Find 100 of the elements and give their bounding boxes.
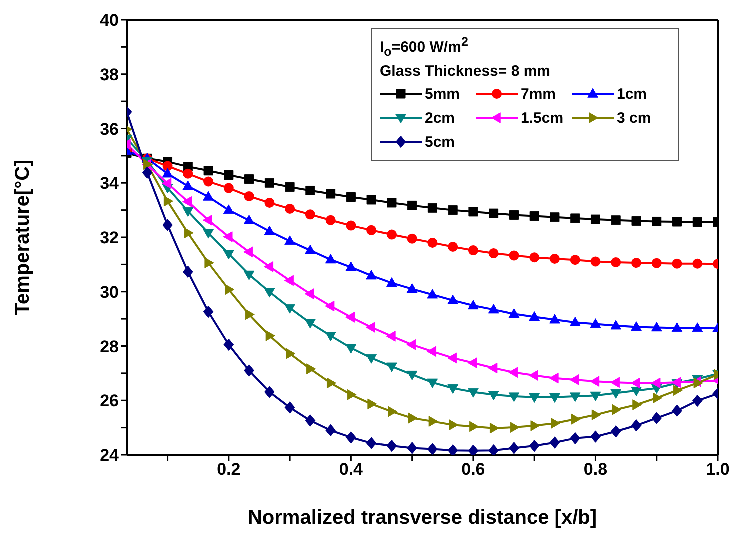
point <box>284 304 296 314</box>
point <box>346 262 357 272</box>
point <box>631 420 642 432</box>
point <box>284 402 296 414</box>
point <box>266 330 276 342</box>
point <box>427 443 438 455</box>
y-tick-label: 40 <box>100 11 119 30</box>
point <box>489 208 499 218</box>
point <box>570 392 581 402</box>
point <box>427 346 437 358</box>
point <box>245 309 255 320</box>
point <box>692 322 704 332</box>
point <box>182 266 194 278</box>
point <box>468 358 478 369</box>
point <box>448 444 458 455</box>
point <box>428 416 438 427</box>
x-tick-label: 1.0 <box>706 460 730 480</box>
point <box>204 166 214 176</box>
point <box>447 352 457 364</box>
point <box>570 432 581 445</box>
point <box>427 378 438 388</box>
point <box>610 426 622 438</box>
point <box>468 246 478 256</box>
point <box>203 191 214 201</box>
y-tick-label: 32 <box>100 228 119 248</box>
y-tick-label: 36 <box>100 120 119 139</box>
point <box>202 214 212 226</box>
point <box>510 422 520 433</box>
point <box>550 394 560 404</box>
point <box>285 204 296 214</box>
point <box>285 182 295 192</box>
point <box>570 374 580 386</box>
legend-label: 5mm <box>425 86 460 102</box>
point <box>490 422 500 434</box>
point <box>630 378 640 389</box>
point <box>590 214 600 224</box>
point <box>366 322 376 333</box>
point <box>530 212 540 222</box>
point <box>590 256 601 267</box>
y-tick-label: 34 <box>100 174 120 194</box>
point <box>672 217 682 227</box>
point <box>468 388 479 398</box>
point <box>611 216 621 226</box>
point <box>183 168 194 179</box>
point <box>366 225 377 236</box>
point <box>652 258 662 268</box>
point <box>692 258 703 269</box>
point <box>549 372 559 384</box>
point <box>306 186 316 196</box>
legend-label: 7mm <box>521 86 556 102</box>
point <box>590 430 601 443</box>
point <box>488 248 499 259</box>
y-axis-title: Temperature[°C] <box>12 160 34 316</box>
point <box>225 284 235 296</box>
point <box>326 424 336 437</box>
point <box>509 442 520 454</box>
point <box>306 364 316 375</box>
point <box>651 322 662 332</box>
point <box>204 258 214 268</box>
point <box>325 332 336 342</box>
point <box>508 308 520 318</box>
legend-label: 1cm <box>617 86 648 102</box>
point <box>325 254 336 264</box>
point <box>386 362 398 372</box>
point <box>366 354 377 364</box>
point <box>224 183 234 194</box>
point <box>672 322 683 332</box>
point <box>162 161 173 172</box>
point <box>326 378 336 389</box>
point <box>204 176 214 187</box>
point <box>326 189 336 199</box>
point <box>590 392 602 402</box>
point <box>529 312 540 322</box>
y-tick-label: 28 <box>100 337 119 356</box>
point <box>223 232 233 242</box>
x-tick-label: 0.6 <box>462 460 486 480</box>
point <box>488 444 500 455</box>
point <box>448 242 458 252</box>
point <box>530 420 540 432</box>
y-tick-label: 30 <box>100 282 119 302</box>
point <box>182 208 194 218</box>
point <box>386 331 396 342</box>
point <box>182 196 192 208</box>
point <box>203 229 214 239</box>
point <box>406 284 418 294</box>
point <box>509 250 520 261</box>
point <box>529 440 540 452</box>
point <box>592 410 602 420</box>
point <box>366 270 377 280</box>
point <box>223 204 234 214</box>
point <box>692 218 702 228</box>
point <box>224 170 234 180</box>
point <box>652 216 662 226</box>
point <box>325 300 335 312</box>
point <box>264 261 274 272</box>
point <box>244 364 254 377</box>
legend-label: 3 cm <box>617 110 652 126</box>
point <box>162 168 174 178</box>
point <box>386 278 398 288</box>
point <box>427 289 438 299</box>
